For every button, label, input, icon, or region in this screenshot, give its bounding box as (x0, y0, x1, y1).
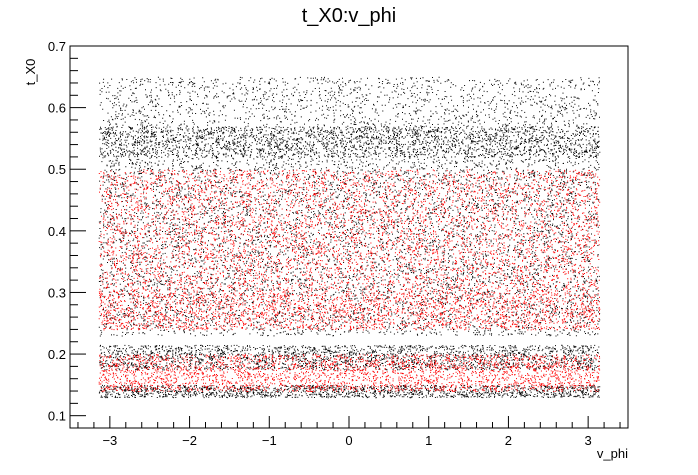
x-tick-label: 3 (585, 433, 592, 448)
chart-title: t_X0:v_phi (302, 5, 397, 27)
x-tick-label: −1 (262, 433, 277, 448)
y-tick-label: 0.4 (48, 224, 66, 239)
scatter-point-cloud (98, 76, 601, 399)
scatter-points (98, 76, 601, 399)
y-tick-label: 0.5 (48, 162, 66, 177)
scatter-series (98, 76, 601, 399)
y-tick-label: 0.1 (48, 409, 66, 424)
x-axis-label: v_phi (597, 446, 628, 461)
y-tick-label: 0.2 (48, 347, 66, 362)
x-tick-label: 2 (505, 433, 512, 448)
scatter-series (98, 169, 601, 392)
y-tick-label: 0.3 (48, 285, 66, 300)
y-tick-label: 0.7 (48, 39, 66, 54)
x-tick-label: −3 (102, 433, 117, 448)
x-tick-label: 0 (345, 433, 352, 448)
y-tick-label: 0.6 (48, 101, 66, 116)
axes: −3 −2 −1 0 1 2 3 0.1 0.2 0.3 0.4 0.5 0.6 0.7 (48, 39, 629, 448)
x-tick-label: −2 (182, 433, 197, 448)
scatter-point-cloud (98, 169, 601, 392)
x-tick-label: 1 (425, 433, 432, 448)
y-axis-label: t_X0 (23, 59, 38, 86)
